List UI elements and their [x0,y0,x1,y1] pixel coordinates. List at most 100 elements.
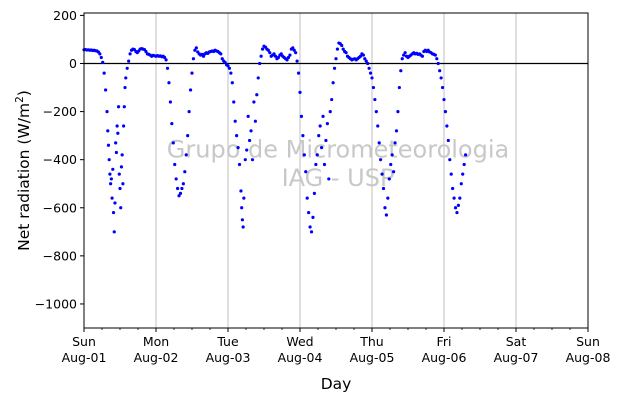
y-tick-label-6: −1000 [35,296,77,311]
data-point-160 [291,46,295,50]
data-point-221 [379,158,383,162]
data-point-260 [435,57,439,61]
data-point-12 [99,55,103,60]
data-point-88 [190,71,194,75]
data-point-156 [285,58,289,62]
data-point-83 [183,170,187,174]
data-point-143 [266,48,270,52]
x-tick-date-0: Aug-01 [62,350,107,365]
data-point-69 [163,55,167,60]
data-point-165 [298,90,302,94]
data-point-81 [180,186,184,191]
data-point-188 [331,81,335,85]
data-point-79 [177,194,181,198]
data-point-24 [111,167,115,171]
data-point-228 [389,162,393,167]
y-axis-ticks: 200 0 −200 −400 −600 −800 −1000 [35,8,84,311]
data-point-27 [113,201,117,205]
data-point-250 [420,54,424,58]
data-point-131 [249,129,253,133]
data-point-197 [344,51,348,55]
data-point-34 [118,186,122,191]
data-point-279 [462,162,466,167]
data-point-25 [111,210,116,215]
data-point-44 [127,59,131,63]
data-points [82,41,468,234]
data-point-227 [387,177,391,181]
data-point-164 [296,71,301,75]
data-point-276 [458,196,462,200]
data-point-11 [98,52,102,56]
data-point-168 [302,153,306,157]
data-point-74 [170,122,174,126]
y-axis-title-superscript: 2 [14,96,26,103]
data-point-169 [304,170,308,174]
data-point-233 [396,109,400,114]
data-point-181 [321,114,325,118]
data-point-261 [436,61,440,66]
data-point-133 [252,100,256,104]
data-point-72 [167,81,171,85]
data-point-76 [173,162,177,167]
data-point-275 [456,203,460,207]
data-point-139 [260,47,265,51]
data-point-40 [122,105,126,109]
data-point-125 [241,225,245,229]
x-tick-date-1: Aug-02 [134,350,179,365]
data-point-268 [446,138,450,143]
data-point-280 [464,153,468,157]
data-point-78 [176,186,180,191]
data-point-213 [367,66,371,70]
data-point-84 [184,153,188,157]
data-point-22 [109,177,113,181]
data-point-152 [279,52,283,56]
data-point-30 [115,124,119,128]
data-point-114 [227,66,232,70]
data-point-176 [314,162,318,167]
x-tick-weekday-6: Sat [506,334,527,349]
data-point-219 [376,124,380,128]
data-point-271 [451,186,455,191]
x-tick-weekday-3: Wed [286,334,313,349]
data-point-137 [258,61,262,66]
data-point-207 [358,54,363,58]
data-point-187 [330,97,334,102]
data-point-15 [104,88,108,92]
x-tick-weekday-2: Tue [216,334,239,349]
data-point-161 [292,48,296,52]
data-point-26 [112,230,116,234]
data-point-38 [121,182,125,186]
data-point-115 [229,71,233,75]
data-point-91 [194,46,198,50]
data-point-225 [384,213,388,217]
data-point-217 [373,97,377,102]
data-point-211 [364,59,368,63]
x-axis-ticks: SunAug-01MonAug-02TueAug-03WedAug-04ThuA… [62,328,610,365]
data-point-45 [128,52,132,56]
data-point-85 [186,134,190,138]
data-point-18 [106,143,111,147]
data-point-191 [335,47,340,51]
data-point-182 [322,162,327,167]
data-point-231 [393,141,397,145]
x-tick-date-3: Aug-04 [278,350,323,365]
data-point-234 [397,85,401,90]
data-point-75 [171,141,175,145]
data-point-144 [268,51,272,55]
data-point-163 [295,59,299,63]
data-point-265 [442,97,446,102]
data-point-111 [223,60,227,64]
data-point-35 [119,206,123,210]
data-point-16 [105,109,109,114]
data-point-118 [233,119,237,123]
data-point-124 [240,218,244,222]
data-point-277 [459,182,463,186]
y-axis-title: Net radiation (W/m2) [14,90,33,251]
data-point-80 [178,191,183,195]
data-point-172 [308,225,312,229]
data-point-71 [165,66,170,70]
data-point-132 [250,158,255,162]
data-point-21 [109,182,113,186]
data-point-232 [394,129,399,133]
data-point-230 [392,170,396,174]
